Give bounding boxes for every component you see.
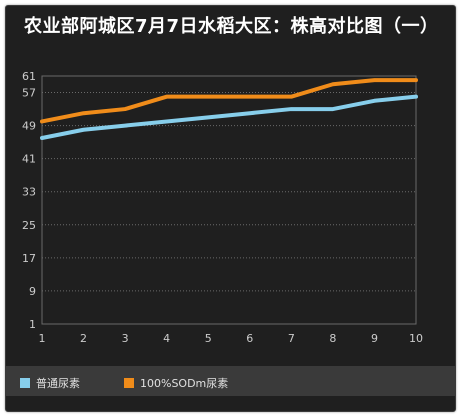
chart-panel	[5, 5, 456, 412]
x-tick-label: 9	[371, 332, 378, 345]
y-tick-label: 9	[29, 285, 36, 298]
y-tick-label: 41	[22, 153, 36, 166]
series-line-1	[40, 94, 418, 140]
legend-swatch-series-2	[124, 378, 134, 388]
y-tick-label: 57	[22, 87, 36, 100]
x-tick-label: 6	[246, 332, 253, 345]
y-tick-label: 61	[22, 70, 36, 83]
x-tick-label: 4	[163, 332, 170, 345]
x-tick-label: 7	[288, 332, 295, 345]
legend-label-series-2: 100%SODm尿素	[140, 377, 229, 390]
y-tick-label: 17	[22, 252, 36, 265]
legend-label-series-1: 普通尿素	[36, 377, 80, 390]
x-tick-label: 3	[122, 332, 129, 345]
chart-title: 农业部阿城区7月7日水稻大区：株高对比图（一）	[24, 16, 439, 37]
x-tick-label: 10	[409, 332, 423, 345]
series-line-2	[40, 78, 418, 124]
y-tick-label: 49	[22, 120, 36, 133]
legend-swatch-series-1	[20, 378, 30, 388]
legend-item-series-1[interactable]: 普通尿素	[20, 375, 80, 391]
x-tick-label: 8	[329, 332, 336, 345]
y-tick-label: 25	[22, 219, 36, 232]
y-tick-label: 33	[22, 186, 36, 199]
x-tick-label: 2	[80, 332, 87, 345]
x-tick-label: 1	[39, 332, 46, 345]
x-tick-label: 5	[205, 332, 212, 345]
legend: 普通尿素 100%SODm尿素	[6, 366, 455, 396]
y-tick-label: 1	[29, 318, 36, 331]
legend-item-series-2[interactable]: 100%SODm尿素	[124, 375, 228, 391]
